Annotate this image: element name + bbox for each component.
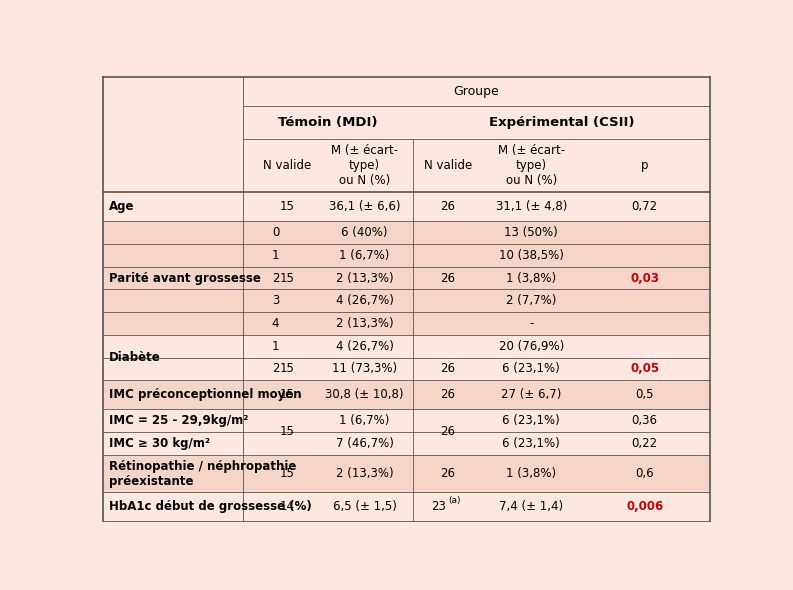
Text: 10 (38,5%): 10 (38,5%): [499, 249, 564, 262]
Text: 15: 15: [280, 467, 294, 480]
Text: 6 (23,1%): 6 (23,1%): [502, 414, 560, 427]
Text: 31,1 (± 4,8): 31,1 (± 4,8): [496, 201, 567, 214]
Text: 15: 15: [280, 425, 294, 438]
Text: p: p: [641, 159, 649, 172]
Text: 2 (13,3%): 2 (13,3%): [335, 317, 393, 330]
Text: (a): (a): [448, 496, 460, 505]
Text: 15: 15: [280, 271, 294, 284]
Text: Diabète: Diabète: [109, 351, 161, 364]
Text: 4 (26,7%): 4 (26,7%): [335, 340, 393, 353]
Bar: [103, 290, 710, 312]
Text: 0,5: 0,5: [635, 388, 654, 401]
Text: 4: 4: [272, 317, 279, 330]
Text: 26: 26: [440, 271, 455, 284]
Text: 36,1 (± 6,6): 36,1 (± 6,6): [329, 201, 400, 214]
Text: 2 (13,3%): 2 (13,3%): [335, 271, 393, 284]
Text: 1 (6,7%): 1 (6,7%): [339, 249, 389, 262]
Text: 6,5 (± 1,5): 6,5 (± 1,5): [332, 500, 396, 513]
Text: 3: 3: [272, 294, 279, 307]
Text: 26: 26: [440, 201, 455, 214]
Text: 14: 14: [280, 500, 294, 513]
Text: Témoin (MDI): Témoin (MDI): [278, 116, 377, 129]
Text: 27 (± 6,7): 27 (± 6,7): [501, 388, 561, 401]
Text: 0,05: 0,05: [630, 362, 659, 375]
Text: 1 (3,8%): 1 (3,8%): [506, 271, 556, 284]
Bar: [414, 409, 482, 454]
Bar: [103, 244, 710, 267]
Text: 11 (73,3%): 11 (73,3%): [332, 362, 397, 375]
Bar: [103, 267, 710, 290]
Text: 0,36: 0,36: [632, 414, 657, 427]
Text: 6 (23,1%): 6 (23,1%): [502, 362, 560, 375]
Text: Rétinopathie / néphropathie
préexistante: Rétinopathie / néphropathie préexistante: [109, 460, 297, 487]
Text: 15: 15: [280, 362, 294, 375]
Text: 6 (23,1%): 6 (23,1%): [502, 437, 560, 450]
Text: 0,22: 0,22: [632, 437, 657, 450]
Text: 30,8 (± 10,8): 30,8 (± 10,8): [325, 388, 404, 401]
Text: 0: 0: [272, 226, 279, 239]
Text: 1 (6,7%): 1 (6,7%): [339, 414, 389, 427]
Text: 15: 15: [280, 201, 294, 214]
Text: 2 (13,3%): 2 (13,3%): [335, 467, 393, 480]
Text: 4 (26,7%): 4 (26,7%): [335, 294, 393, 307]
Bar: [103, 381, 710, 409]
Text: 1: 1: [272, 249, 279, 262]
Text: N valide: N valide: [423, 159, 472, 172]
Text: -: -: [529, 317, 534, 330]
Text: 7 (46,7%): 7 (46,7%): [335, 437, 393, 450]
Text: 0,006: 0,006: [626, 500, 664, 513]
Text: 26: 26: [440, 388, 455, 401]
Text: M (± écart-
type)
ou N (%): M (± écart- type) ou N (%): [331, 144, 398, 187]
Text: 1 (3,8%): 1 (3,8%): [506, 467, 556, 480]
Text: Expérimental (CSII): Expérimental (CSII): [488, 116, 634, 129]
Text: Parité avant grossesse: Parité avant grossesse: [109, 271, 261, 284]
Text: IMC = 25 - 29,9kg/m²: IMC = 25 - 29,9kg/m²: [109, 414, 248, 427]
Text: 13 (50%): 13 (50%): [504, 226, 558, 239]
Text: 26: 26: [440, 425, 455, 438]
Text: M (± écart-
type)
ou N (%): M (± écart- type) ou N (%): [498, 144, 565, 187]
Text: 15: 15: [280, 388, 294, 401]
Text: HbA1c début de grossesse (%): HbA1c début de grossesse (%): [109, 500, 312, 513]
Text: 2: 2: [272, 271, 279, 284]
Text: IMC ≥ 30 kg/m²: IMC ≥ 30 kg/m²: [109, 437, 210, 450]
Text: 26: 26: [440, 467, 455, 480]
Text: 0,03: 0,03: [630, 271, 659, 284]
Text: 2 (7,7%): 2 (7,7%): [506, 294, 557, 307]
Text: IMC préconceptionnel moyen: IMC préconceptionnel moyen: [109, 388, 302, 401]
Text: N valide: N valide: [263, 159, 311, 172]
Bar: [103, 312, 710, 335]
Text: 0,72: 0,72: [632, 201, 657, 214]
Text: Groupe: Groupe: [454, 85, 499, 98]
Text: 1: 1: [272, 340, 279, 353]
Text: 20 (76,9%): 20 (76,9%): [499, 340, 564, 353]
Bar: [103, 221, 710, 244]
Text: 7,4 (± 1,4): 7,4 (± 1,4): [499, 500, 563, 513]
Text: Age: Age: [109, 201, 135, 214]
Text: 6 (40%): 6 (40%): [341, 226, 388, 239]
Text: 0,6: 0,6: [635, 467, 654, 480]
Text: 23: 23: [431, 500, 446, 513]
Text: 26: 26: [440, 362, 455, 375]
Text: 2: 2: [272, 362, 279, 375]
Bar: [103, 454, 710, 493]
Bar: [243, 409, 316, 454]
